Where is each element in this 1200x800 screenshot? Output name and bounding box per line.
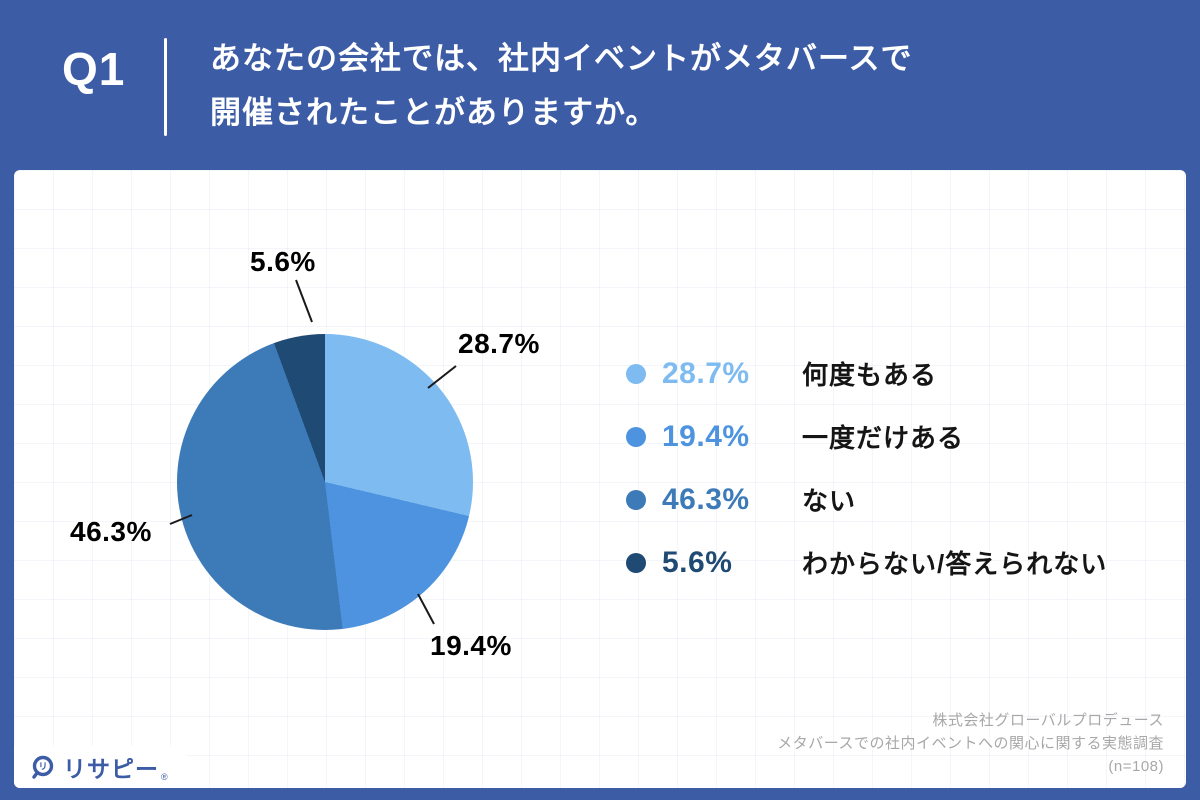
pie-chart: [177, 334, 473, 630]
legend-dot-icon: [626, 426, 646, 447]
legend-dot-icon: [626, 489, 646, 510]
legend-row: 28.7% 何度もある: [626, 342, 1107, 405]
legend-row: 5.6% わからない/答えられない: [626, 531, 1107, 594]
legend-label: 何度もある: [802, 360, 938, 390]
pie-percent-label: 46.3%: [70, 516, 152, 547]
legend-label: わからない/答えられない: [802, 549, 1108, 579]
sample-size: (n=108): [1108, 758, 1164, 775]
question-title: あなたの会社では、社内イベントがメタバースで 開催されたことがありますか。: [210, 32, 912, 140]
pie-percent-label: 28.7%: [458, 328, 540, 359]
logo-text: リサピー: [63, 756, 159, 782]
chart-card: 28.7% 19.4% 46.3% 5.6% 28.7% 何度もある 19.4%…: [14, 170, 1186, 788]
question-line-2: 開催されたことがありますか。: [210, 95, 658, 130]
legend-dot-icon: [626, 552, 646, 573]
magnifier-icon: リ: [32, 755, 54, 779]
source-note: 株式会社グローバルプロデュース メタバースでの社内イベントへの関心に関する実態調…: [777, 709, 1164, 778]
header-divider: [164, 38, 167, 136]
pie-percent-label: 5.6%: [250, 246, 316, 277]
legend-percent: 19.4%: [662, 419, 750, 453]
legend-dot-icon: [626, 363, 646, 384]
legend-label: 一度だけある: [802, 423, 965, 453]
header: Q1 あなたの会社では、社内イベントがメタバースで 開催されたことがありますか。: [0, 0, 1200, 170]
legend-label: ない: [802, 486, 857, 516]
source-line-2: メタバースでの社内イベントへの関心に関する実態調査: [777, 735, 1164, 752]
question-line-1: あなたの会社では、社内イベントがメタバースで: [210, 41, 913, 76]
legend-row: 46.3% ない: [626, 468, 1107, 531]
legend-percent: 46.3%: [662, 482, 750, 516]
question-number: Q1: [62, 43, 126, 95]
legend-percent: 5.6%: [662, 545, 733, 579]
source-line-1: 株式会社グローバルプロデュース: [932, 712, 1164, 729]
legend-percent: 28.7%: [662, 356, 750, 390]
registered-mark: ®: [161, 772, 168, 782]
legend: 28.7% 何度もある 19.4% 一度だけある 46.3% ない 5.6% わ…: [626, 342, 1107, 594]
legend-row: 19.4% 一度だけある: [626, 405, 1107, 468]
svg-text:リ: リ: [38, 762, 47, 772]
pie-percent-label: 19.4%: [430, 630, 512, 661]
risapi-logo: リ リサピー ®: [14, 746, 190, 788]
